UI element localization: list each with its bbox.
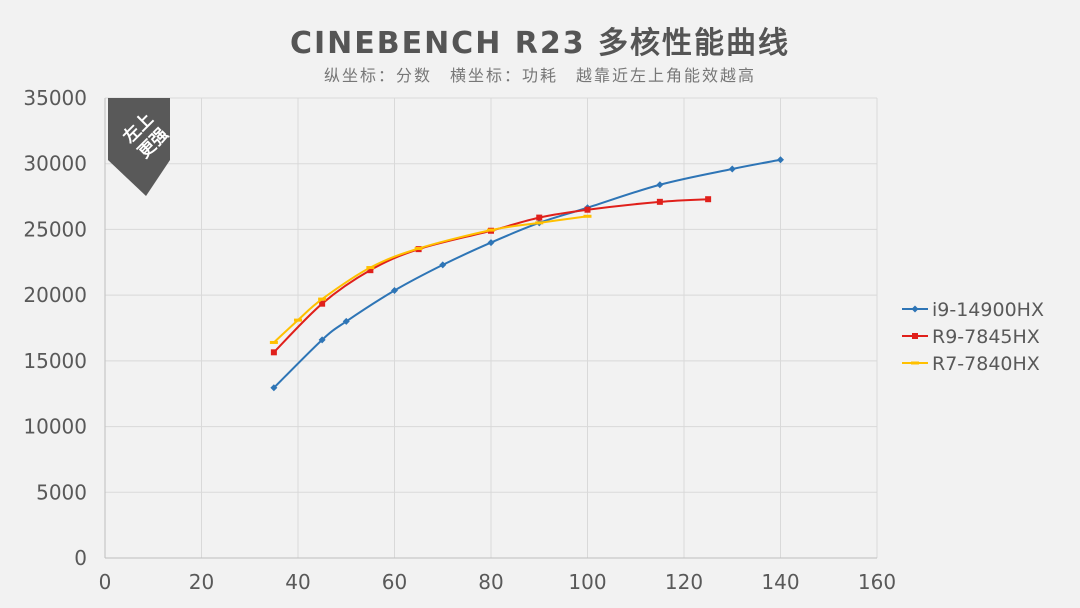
data-point: [367, 267, 374, 274]
data-point: [656, 198, 663, 205]
x-tick-label: 140: [761, 570, 799, 594]
x-tick-label: 40: [285, 570, 310, 594]
data-point: [656, 181, 664, 189]
data-point: [487, 239, 495, 247]
x-tick-label: 0: [99, 570, 112, 594]
y-tick-label: 10000: [23, 415, 87, 439]
y-tick-label: 20000: [23, 283, 87, 307]
x-tick-label: 120: [665, 570, 703, 594]
data-point: [342, 317, 350, 325]
data-point: [318, 336, 326, 344]
data-point: [391, 287, 398, 295]
data-point: [487, 228, 495, 232]
data-point: [366, 266, 375, 270]
chart-subtitle: 纵坐标：分数 横坐标：功耗 越靠近左上角能效越高: [323, 66, 756, 85]
legend-item: i9-14900HX: [902, 299, 1044, 321]
legend-label: R7-7840HX: [932, 353, 1040, 375]
y-tick-label: 0: [74, 546, 87, 570]
legend-item: R7-7840HX: [902, 353, 1040, 375]
y-tick-label: 25000: [23, 217, 87, 241]
data-point: [911, 361, 919, 365]
data-point: [270, 349, 277, 356]
chart-title: CINEBENCH R23 多核性能曲线: [289, 26, 791, 61]
data-point: [269, 340, 278, 344]
top-left-stronger-badge: 左上 更强: [108, 98, 173, 196]
data-point: [583, 214, 592, 218]
series-line: [273, 215, 588, 344]
data-point: [911, 305, 919, 313]
grid-lines: [105, 97, 878, 558]
x-tick-label: 80: [478, 570, 503, 594]
x-tick-label: 100: [568, 570, 606, 594]
series-lines: [269, 156, 784, 392]
axes: 0 5000 10000 15000 20000 25000 30000 35000 0 20 40…: [23, 86, 896, 594]
data-point: [536, 214, 543, 221]
data-point: [912, 333, 918, 339]
legend-item: R9-7845HX: [902, 326, 1040, 348]
legend-label: i9-14900HX: [932, 299, 1044, 321]
data-point: [270, 384, 278, 392]
badge-shape: [108, 98, 170, 196]
data-point: [705, 196, 712, 203]
legend: i9-14900HX R9-7845HX R7-7840HX: [902, 299, 1044, 375]
x-tick-label: 20: [189, 570, 214, 594]
x-tick-label: 160: [858, 570, 896, 594]
data-point: [439, 261, 447, 269]
data-point: [777, 156, 784, 164]
x-tick-label: 60: [382, 570, 407, 594]
data-point: [294, 318, 302, 322]
data-point: [584, 206, 591, 213]
legend-label: R9-7845HX: [932, 326, 1040, 348]
y-tick-label: 5000: [36, 480, 87, 504]
data-point: [728, 165, 736, 173]
y-tick-label: 30000: [23, 152, 87, 176]
data-point: [319, 300, 326, 307]
y-tick-label: 35000: [23, 86, 87, 110]
data-point: [414, 246, 423, 250]
data-point: [318, 297, 327, 301]
data-point: [535, 221, 544, 225]
series-R7-7840HX: [269, 214, 592, 344]
y-tick-label: 15000: [23, 349, 87, 373]
